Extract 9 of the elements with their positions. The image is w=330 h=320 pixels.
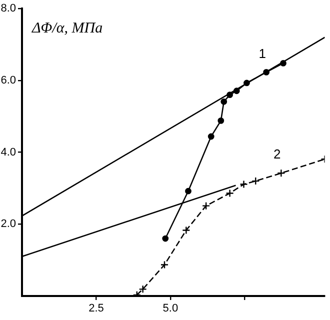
y-axis-title: ΔΦ/α, МПа	[31, 20, 103, 37]
annotation: 1	[258, 46, 266, 61]
y-tick-label: 8.0	[0, 2, 16, 15]
y-tick-label: 4.0	[0, 146, 16, 158]
x-tick-label: 5.0	[162, 302, 178, 315]
y-tick-label: 6.0	[0, 74, 16, 86]
annotation: 2	[274, 146, 281, 162]
x-tick-label: 2.5	[88, 302, 104, 315]
y-tick-label: 2.0	[0, 218, 16, 230]
